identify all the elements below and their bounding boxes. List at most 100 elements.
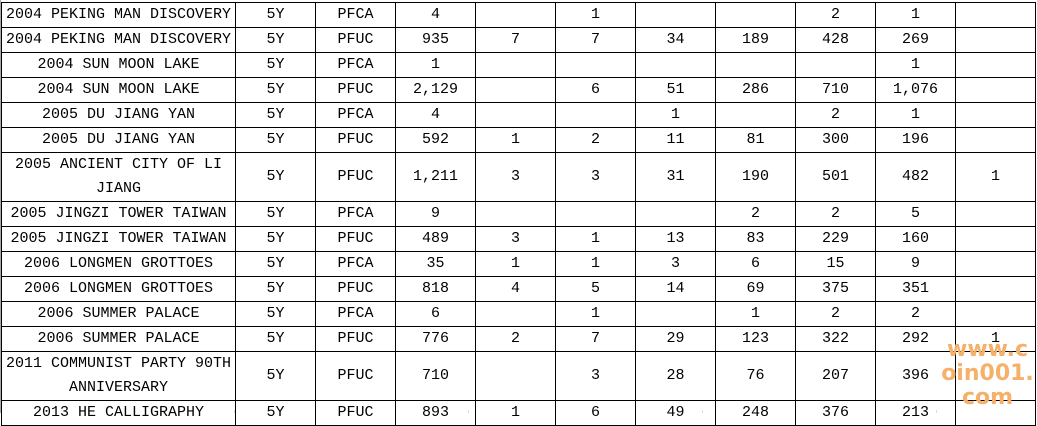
total-cell[interactable]: 935 [395,27,476,53]
col-5-cell[interactable] [475,102,556,128]
col-11-cell[interactable] [955,77,1036,103]
col-10-cell[interactable]: 1 [875,52,956,78]
col-11-cell[interactable] [955,2,1036,28]
col-9-cell[interactable]: 501 [795,152,876,202]
col-7-cell[interactable]: 28 [635,351,716,401]
grade-type-cell[interactable]: PFUC [315,400,396,426]
col-6-cell[interactable]: 2 [555,127,636,153]
coin-name-cell[interactable]: 2011 COMMUNIST PARTY 90TH ANNIVERSARY [1,351,236,401]
total-cell[interactable]: 710 [395,351,476,401]
total-cell[interactable]: 893 [395,400,476,426]
col-10-cell[interactable]: 160 [875,226,956,252]
col-10-cell[interactable]: 292 [875,326,956,352]
col-6-cell[interactable]: 1 [555,226,636,252]
col-6-cell[interactable] [555,102,636,128]
col-7-cell[interactable]: 13 [635,226,716,252]
col-5-cell[interactable]: 1 [475,400,556,426]
total-cell[interactable]: 1,211 [395,152,476,202]
term-cell[interactable]: 5Y [235,226,316,252]
total-cell[interactable]: 489 [395,226,476,252]
col-6-cell[interactable]: 1 [555,2,636,28]
grade-type-cell[interactable]: PFCA [315,201,396,227]
col-10-cell[interactable]: 9 [875,251,956,277]
col-8-cell[interactable]: 6 [715,251,796,277]
term-cell[interactable]: 5Y [235,2,316,28]
col-10-cell[interactable]: 5 [875,201,956,227]
col-8-cell[interactable] [715,52,796,78]
col-8-cell[interactable]: 190 [715,152,796,202]
col-5-cell[interactable] [475,351,556,401]
col-10-cell[interactable]: 396 [875,351,956,401]
coin-name-cell[interactable]: 2013 HE CALLIGRAPHY [1,400,236,426]
total-cell[interactable]: 818 [395,276,476,302]
col-6-cell[interactable]: 1 [555,251,636,277]
col-5-cell[interactable]: 1 [475,127,556,153]
col-8-cell[interactable]: 1 [715,301,796,327]
col-11-cell[interactable] [955,127,1036,153]
col-6-cell[interactable]: 6 [555,77,636,103]
coin-name-cell[interactable]: 2005 DU JIANG YAN [1,127,236,153]
term-cell[interactable]: 5Y [235,77,316,103]
col-10-cell[interactable]: 1 [875,102,956,128]
col-8-cell[interactable]: 123 [715,326,796,352]
col-7-cell[interactable]: 14 [635,276,716,302]
col-8-cell[interactable]: 83 [715,226,796,252]
col-8-cell[interactable]: 248 [715,400,796,426]
term-cell[interactable]: 5Y [235,27,316,53]
grade-type-cell[interactable]: PFUC [315,127,396,153]
term-cell[interactable]: 5Y [235,276,316,302]
coin-name-cell[interactable]: 2006 LONGMEN GROTTOES [1,276,236,302]
coin-name-cell[interactable]: 2004 SUN MOON LAKE [1,77,236,103]
col-6-cell[interactable]: 6 [555,400,636,426]
col-11-cell[interactable]: 1 [955,326,1036,352]
col-9-cell[interactable]: 2 [795,2,876,28]
col-10-cell[interactable]: 196 [875,127,956,153]
grade-type-cell[interactable]: PFUC [315,276,396,302]
col-5-cell[interactable]: 4 [475,276,556,302]
col-11-cell[interactable] [955,201,1036,227]
col-7-cell[interactable]: 11 [635,127,716,153]
col-8-cell[interactable]: 286 [715,77,796,103]
col-10-cell[interactable]: 213 [875,400,956,426]
total-cell[interactable]: 4 [395,2,476,28]
col-9-cell[interactable]: 2 [795,301,876,327]
coin-name-cell[interactable]: 2004 PEKING MAN DISCOVERY [1,27,236,53]
col-10-cell[interactable]: 1,076 [875,77,956,103]
coin-name-cell[interactable]: 2005 JINGZI TOWER TAIWAN [1,201,236,227]
col-5-cell[interactable] [475,77,556,103]
col-11-cell[interactable] [955,400,1036,426]
term-cell[interactable]: 5Y [235,102,316,128]
col-6-cell[interactable] [555,52,636,78]
grade-type-cell[interactable]: PFCA [315,301,396,327]
col-6-cell[interactable]: 3 [555,351,636,401]
term-cell[interactable]: 5Y [235,301,316,327]
col-7-cell[interactable]: 49 [635,400,716,426]
grade-type-cell[interactable]: PFCA [315,2,396,28]
col-6-cell[interactable]: 5 [555,276,636,302]
col-6-cell[interactable]: 1 [555,301,636,327]
col-8-cell[interactable]: 81 [715,127,796,153]
col-10-cell[interactable]: 482 [875,152,956,202]
col-5-cell[interactable]: 7 [475,27,556,53]
grade-type-cell[interactable]: PFUC [315,226,396,252]
total-cell[interactable]: 35 [395,251,476,277]
coin-name-cell[interactable]: 2005 JINGZI TOWER TAIWAN [1,226,236,252]
col-10-cell[interactable]: 269 [875,27,956,53]
col-9-cell[interactable]: 2 [795,102,876,128]
col-9-cell[interactable]: 207 [795,351,876,401]
col-5-cell[interactable]: 1 [475,251,556,277]
grade-type-cell[interactable]: PFUC [315,77,396,103]
col-10-cell[interactable]: 1 [875,2,956,28]
total-cell[interactable]: 1 [395,52,476,78]
col-8-cell[interactable]: 76 [715,351,796,401]
col-10-cell[interactable]: 351 [875,276,956,302]
term-cell[interactable]: 5Y [235,251,316,277]
col-5-cell[interactable]: 2 [475,326,556,352]
grade-type-cell[interactable]: PFUC [315,351,396,401]
col-9-cell[interactable]: 322 [795,326,876,352]
grade-type-cell[interactable]: PFUC [315,152,396,202]
col-5-cell[interactable] [475,301,556,327]
col-6-cell[interactable]: 7 [555,326,636,352]
col-9-cell[interactable]: 300 [795,127,876,153]
col-9-cell[interactable]: 710 [795,77,876,103]
